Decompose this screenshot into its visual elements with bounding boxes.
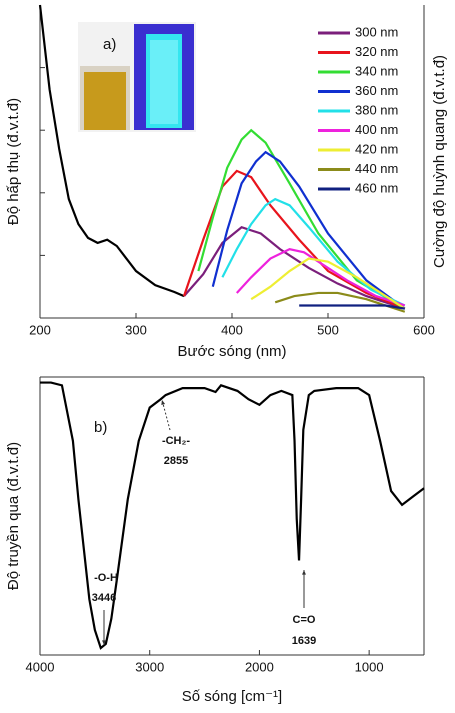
arrow-head	[102, 640, 106, 645]
annotation: -CH₂-	[162, 435, 190, 447]
legend-label: 300 nm	[355, 24, 398, 39]
legend-label: 340 nm	[355, 63, 398, 78]
arrow-head	[161, 400, 166, 405]
data-line	[235, 247, 406, 307]
x-axis-label: Bước sóng (nm)	[177, 343, 286, 360]
annotation-arrow	[161, 399, 171, 431]
data-line	[274, 291, 406, 313]
x-tick-label: 3000	[135, 659, 164, 674]
legend-label: 380 nm	[355, 102, 398, 117]
x-tick-label: 1000	[355, 659, 384, 674]
x-tick-label: 4000	[26, 659, 55, 674]
legend-label: 460 nm	[355, 180, 398, 195]
legend-label: 360 nm	[355, 83, 398, 98]
legend-label: 420 nm	[355, 141, 398, 156]
annotation: -O-H	[94, 572, 118, 584]
legend-label: 440 nm	[355, 161, 398, 176]
inset-photo	[78, 22, 196, 132]
annotation: 2855	[164, 455, 188, 467]
x-tick-label: 200	[29, 322, 51, 337]
y2-axis-label: Cường độ huỳnh quang (đ.v.t.đ)	[431, 55, 448, 268]
y-axis-label: Độ truyền qua (đ.v.t.đ)	[5, 442, 22, 590]
data-line	[250, 257, 406, 310]
panel-label: a)	[103, 36, 116, 53]
data-line	[299, 304, 405, 310]
x-tick-label: 400	[221, 322, 243, 337]
data-line	[211, 150, 406, 310]
panel-label: b)	[94, 419, 107, 436]
annotation: 3446	[92, 592, 116, 604]
data-line	[40, 381, 425, 650]
annotation: C=O	[293, 614, 316, 626]
x-tick-label: 500	[317, 322, 339, 337]
x-axis-label: Số sóng [cm⁻¹]	[182, 688, 282, 705]
vial-yellow	[84, 72, 126, 130]
annotation: 1639	[292, 635, 316, 647]
x-tick-label: 600	[413, 322, 435, 337]
y-axis-label: Độ hấp thụ (đ.v.t.đ)	[5, 98, 22, 225]
legend-label: 400 nm	[355, 122, 398, 137]
data-line	[38, 4, 185, 298]
x-tick-label: 2000	[245, 659, 274, 674]
data-line	[182, 169, 406, 310]
data-line	[197, 128, 406, 310]
data-line	[183, 225, 406, 310]
arrow-head	[302, 570, 306, 575]
legend-label: 320 nm	[355, 44, 398, 59]
vial-glow	[150, 40, 178, 124]
x-tick-label: 300	[125, 322, 147, 337]
